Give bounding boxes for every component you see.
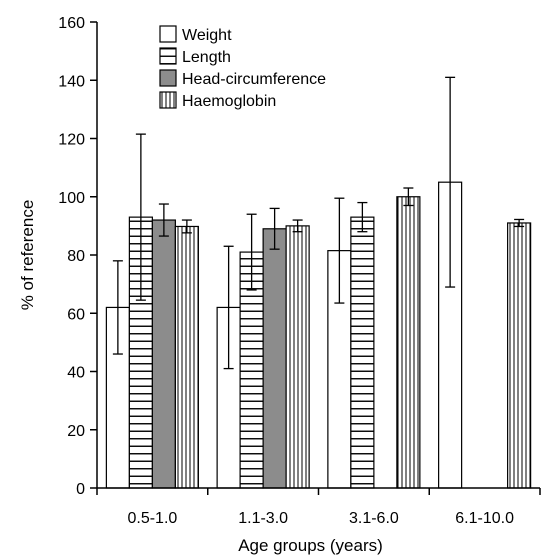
y-tick-label-100: 100	[58, 190, 85, 207]
legend-label-length: Length	[182, 49, 231, 66]
bar-haemoglobin-3-1-6-0	[396, 196, 421, 489]
bar-length-3-1-6-0	[350, 216, 375, 489]
legend-item-weight: Weight	[159, 25, 232, 44]
error-bar-weight-3-1-6-0	[334, 197, 345, 304]
bars-layer	[105, 181, 532, 489]
error-bar-weight-6-1-10-0	[445, 76, 456, 288]
error-bars-layer	[112, 76, 525, 370]
error-bar-haemoglobin-0-5-1-0	[181, 219, 192, 234]
x-tick-label-0-5-1-0: 0.5-1.0	[127, 510, 177, 527]
y-tick-label-120: 120	[58, 132, 85, 149]
y-axis-title: % of reference	[18, 200, 37, 311]
x-tick-label-1-1-3-0: 1.1-3.0	[238, 510, 288, 527]
y-tick-label-80: 80	[67, 248, 85, 265]
bar-haemoglobin-6-1-10-0	[507, 222, 532, 489]
legend-label-haemoglobin: Haemoglobin	[182, 93, 276, 110]
y-tick-label-0: 0	[76, 481, 85, 498]
legend-swatch-haemoglobin	[159, 91, 177, 109]
x-axis-title: Age groups (years)	[238, 536, 383, 555]
bar-head-circumference-1-1-3-0	[262, 228, 287, 489]
legend-swatch-head-circumference	[159, 69, 177, 87]
legend: Weight Length Head-circumference Haemoglobi…	[159, 25, 326, 110]
bar-haemoglobin-1-1-3-0	[285, 225, 310, 489]
legend-label-weight: Weight	[182, 27, 232, 44]
legend-label-head-circumference: Head-circumference	[182, 71, 326, 88]
legend-swatch-length	[159, 47, 177, 65]
error-bar-length-0-5-1-0	[135, 133, 146, 301]
error-bar-head-circumference-0-5-1-0	[158, 203, 169, 237]
y-tick-label-60: 60	[67, 306, 85, 323]
error-bar-length-3-1-6-0	[357, 201, 368, 233]
bar-haemoglobin-0-5-1-0	[174, 225, 199, 489]
x-tick-label-6-1-10-0: 6.1-10.0	[455, 510, 514, 527]
y-tick-label-160: 160	[58, 15, 85, 32]
error-bar-length-1-1-3-0	[246, 213, 257, 291]
x-tick-label-3-1-6-0: 3.1-6.0	[349, 510, 399, 527]
legend-swatch-weight	[159, 25, 177, 43]
y-tick-label-40: 40	[67, 365, 85, 382]
y-tick-label-140: 140	[58, 73, 85, 90]
error-bar-weight-0-5-1-0	[112, 260, 123, 355]
legend-item-haemoglobin: Haemoglobin	[159, 91, 276, 110]
legend-item-length: Length	[159, 47, 231, 66]
error-bar-haemoglobin-3-1-6-0	[403, 187, 414, 207]
error-bar-haemoglobin-1-1-3-0	[292, 219, 303, 233]
bar-head-circumference-0-5-1-0	[151, 219, 176, 489]
legend-item-head-circumference: Head-circumference	[159, 69, 326, 88]
error-bar-weight-1-1-3-0	[223, 245, 234, 370]
y-tick-label-20: 20	[67, 423, 85, 440]
error-bar-head-circumference-1-1-3-0	[269, 207, 280, 250]
axes-layer: 0 20 40 60 80 100 120 140 160 0.5-1.0 1.1-3.0 3.1-6…	[58, 15, 541, 527]
error-bar-haemoglobin-6-1-10-0	[514, 218, 525, 228]
